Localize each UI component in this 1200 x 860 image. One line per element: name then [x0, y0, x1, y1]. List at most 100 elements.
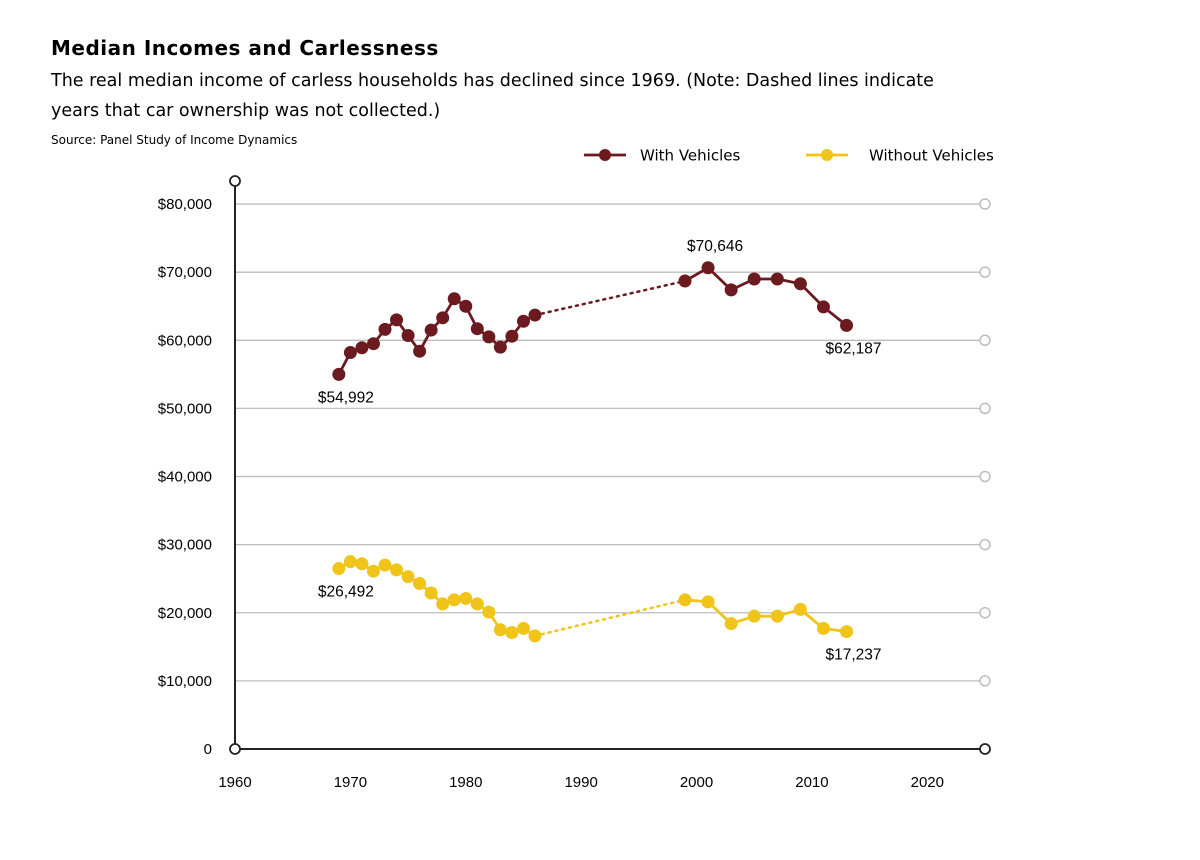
- y-tick-label: $20,000: [158, 605, 212, 622]
- data-point: [724, 283, 738, 297]
- legend-swatch-marker: [821, 149, 833, 161]
- data-point: [747, 609, 761, 623]
- data-point: [493, 623, 507, 637]
- data-point: [678, 593, 692, 607]
- data-point: [366, 564, 380, 578]
- data-label: $62,187: [826, 340, 882, 357]
- data-point: [516, 621, 530, 635]
- gridline-end-marker: [979, 675, 991, 687]
- data-label: $70,646: [687, 238, 743, 255]
- data-point: [816, 621, 830, 635]
- data-point: [470, 322, 484, 336]
- data-point: [816, 300, 830, 314]
- gridline-end-marker: [979, 470, 991, 483]
- data-point: [701, 261, 715, 275]
- data-point: [793, 602, 807, 616]
- y-tick-label: $10,000: [158, 673, 212, 690]
- y-axis-end-marker: [229, 175, 241, 187]
- chart-subtitle: The real median income of carless househ…: [51, 71, 934, 121]
- data-point: [505, 329, 519, 343]
- data-point: [366, 337, 380, 351]
- data-point: [424, 586, 438, 600]
- data-point: [459, 299, 473, 313]
- data-point: [390, 313, 404, 327]
- series-group: [332, 261, 854, 643]
- data-point: [401, 570, 415, 584]
- data-point: [343, 555, 357, 569]
- y-tick-label: $80,000: [158, 196, 212, 213]
- series-without-vehicles: [332, 555, 854, 643]
- gridline-end-marker: [979, 198, 991, 210]
- x-tick-label: 2000: [680, 774, 713, 791]
- data-point: [447, 292, 461, 306]
- legend-item-with-vehicles: With Vehicles: [584, 147, 740, 165]
- x-tick-label: 1990: [564, 774, 597, 791]
- gridline-end-marker: [979, 538, 991, 551]
- x-tick-label: 2010: [795, 774, 828, 791]
- x-axis-end-marker: [979, 743, 991, 755]
- data-point: [505, 626, 519, 640]
- axes: 0 $10,000 $20,000 $30,000 $40,000 $50,000 $60,…: [158, 175, 991, 791]
- y-tick-label: $70,000: [158, 264, 212, 281]
- chart-title: Median Incomes and Carlessness: [51, 36, 439, 60]
- data-point: [747, 272, 761, 286]
- x-tick-label: 1980: [449, 774, 482, 791]
- legend-label: With Vehicles: [640, 147, 740, 165]
- data-point: [390, 563, 404, 577]
- legend-item-without-vehicles: Without Vehicles: [806, 147, 994, 165]
- data-label: $54,992: [318, 389, 374, 406]
- data-point: [355, 341, 369, 355]
- y-tick-label: $50,000: [158, 400, 212, 417]
- data-point: [528, 308, 542, 322]
- data-point: [770, 272, 784, 286]
- data-point: [493, 340, 507, 354]
- data-point: [413, 344, 427, 358]
- data-label: $26,492: [318, 584, 374, 601]
- data-point: [413, 576, 427, 590]
- data-point: [355, 557, 369, 571]
- data-point: [424, 323, 438, 337]
- data-point: [793, 277, 807, 291]
- data-point: [840, 625, 854, 639]
- chart-source: Source: Panel Study of Income Dynamics: [51, 133, 298, 147]
- data-point: [459, 591, 473, 605]
- data-point: [840, 318, 854, 332]
- data-point: [470, 597, 484, 611]
- data-point: [482, 330, 496, 344]
- series-line: [684, 266, 848, 327]
- y-tick-label: $30,000: [158, 537, 212, 554]
- gridline-end-marker: [979, 266, 991, 278]
- data-point: [332, 562, 346, 576]
- x-tick-label: 1970: [334, 774, 367, 791]
- data-point: [528, 629, 542, 643]
- y-tick-label: 0: [204, 741, 212, 758]
- axis-origin-marker: [229, 743, 241, 755]
- legend: With Vehicles Without Vehicles: [584, 147, 994, 165]
- data-point: [770, 609, 784, 623]
- data-point: [436, 311, 450, 325]
- series-gap-dashed-line: [533, 279, 687, 317]
- gridline-end-marker: [979, 334, 991, 347]
- y-tick-label: $60,000: [158, 332, 212, 349]
- data-point: [678, 274, 692, 288]
- gridlines: [235, 198, 991, 687]
- data-point: [436, 597, 450, 611]
- x-tick-label: 2020: [911, 774, 944, 791]
- series-with-vehicles: [332, 261, 854, 381]
- x-tick-label: 1960: [218, 774, 251, 791]
- data-point: [343, 346, 357, 360]
- data-point: [701, 595, 715, 609]
- data-point: [332, 367, 346, 381]
- legend-swatch-marker: [599, 149, 611, 161]
- gridline-end-marker: [979, 402, 991, 415]
- data-point: [378, 558, 392, 572]
- data-point: [401, 329, 415, 343]
- data-point: [378, 322, 392, 336]
- y-tick-label: $40,000: [158, 469, 212, 486]
- gridline-end-marker: [979, 607, 991, 619]
- legend-label: Without Vehicles: [869, 147, 994, 165]
- data-point: [516, 314, 530, 328]
- series-gap-dashed-line: [533, 598, 687, 638]
- data-labels: $54,992 $70,646 $62,187 $26,492 $17,237: [318, 238, 882, 664]
- data-point: [482, 605, 496, 619]
